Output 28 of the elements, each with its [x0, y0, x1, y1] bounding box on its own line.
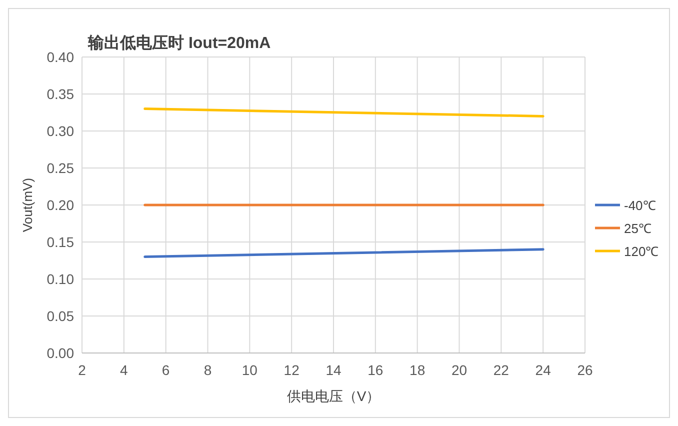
ytick: 0.25: [46, 160, 74, 176]
xlabel: 供电电压（V）: [286, 388, 380, 404]
ytick: 0.10: [46, 271, 74, 287]
ylabel: Vout(mV): [20, 178, 35, 232]
xtick: 20: [451, 362, 468, 378]
xtick: 26: [577, 362, 593, 378]
xtick: 12: [284, 362, 300, 378]
xtick: 22: [493, 362, 509, 378]
ytick: 0.05: [46, 308, 74, 324]
xtick: 18: [410, 362, 426, 378]
ytick: 0.20: [46, 197, 74, 213]
title: 输出低电压时 Iout=20mA: [88, 35, 271, 52]
ytick: 0.40: [46, 49, 74, 65]
legend-label: -40℃: [624, 198, 656, 213]
ytick: 0.35: [46, 86, 74, 102]
ytick: 0.15: [46, 234, 74, 250]
legend-label: 25℃: [624, 221, 652, 236]
xtick: 24: [535, 362, 551, 378]
legend-label: 120℃: [624, 244, 659, 259]
ytick: 0.00: [46, 345, 74, 361]
xtick: 10: [242, 362, 258, 378]
xtick: 8: [204, 362, 212, 378]
xtick: 2: [78, 362, 86, 378]
xtick: 4: [120, 362, 128, 378]
ytick: 0.30: [46, 123, 74, 139]
xtick: 6: [162, 362, 170, 378]
xtick: 16: [368, 362, 384, 378]
xtick: 14: [326, 362, 342, 378]
